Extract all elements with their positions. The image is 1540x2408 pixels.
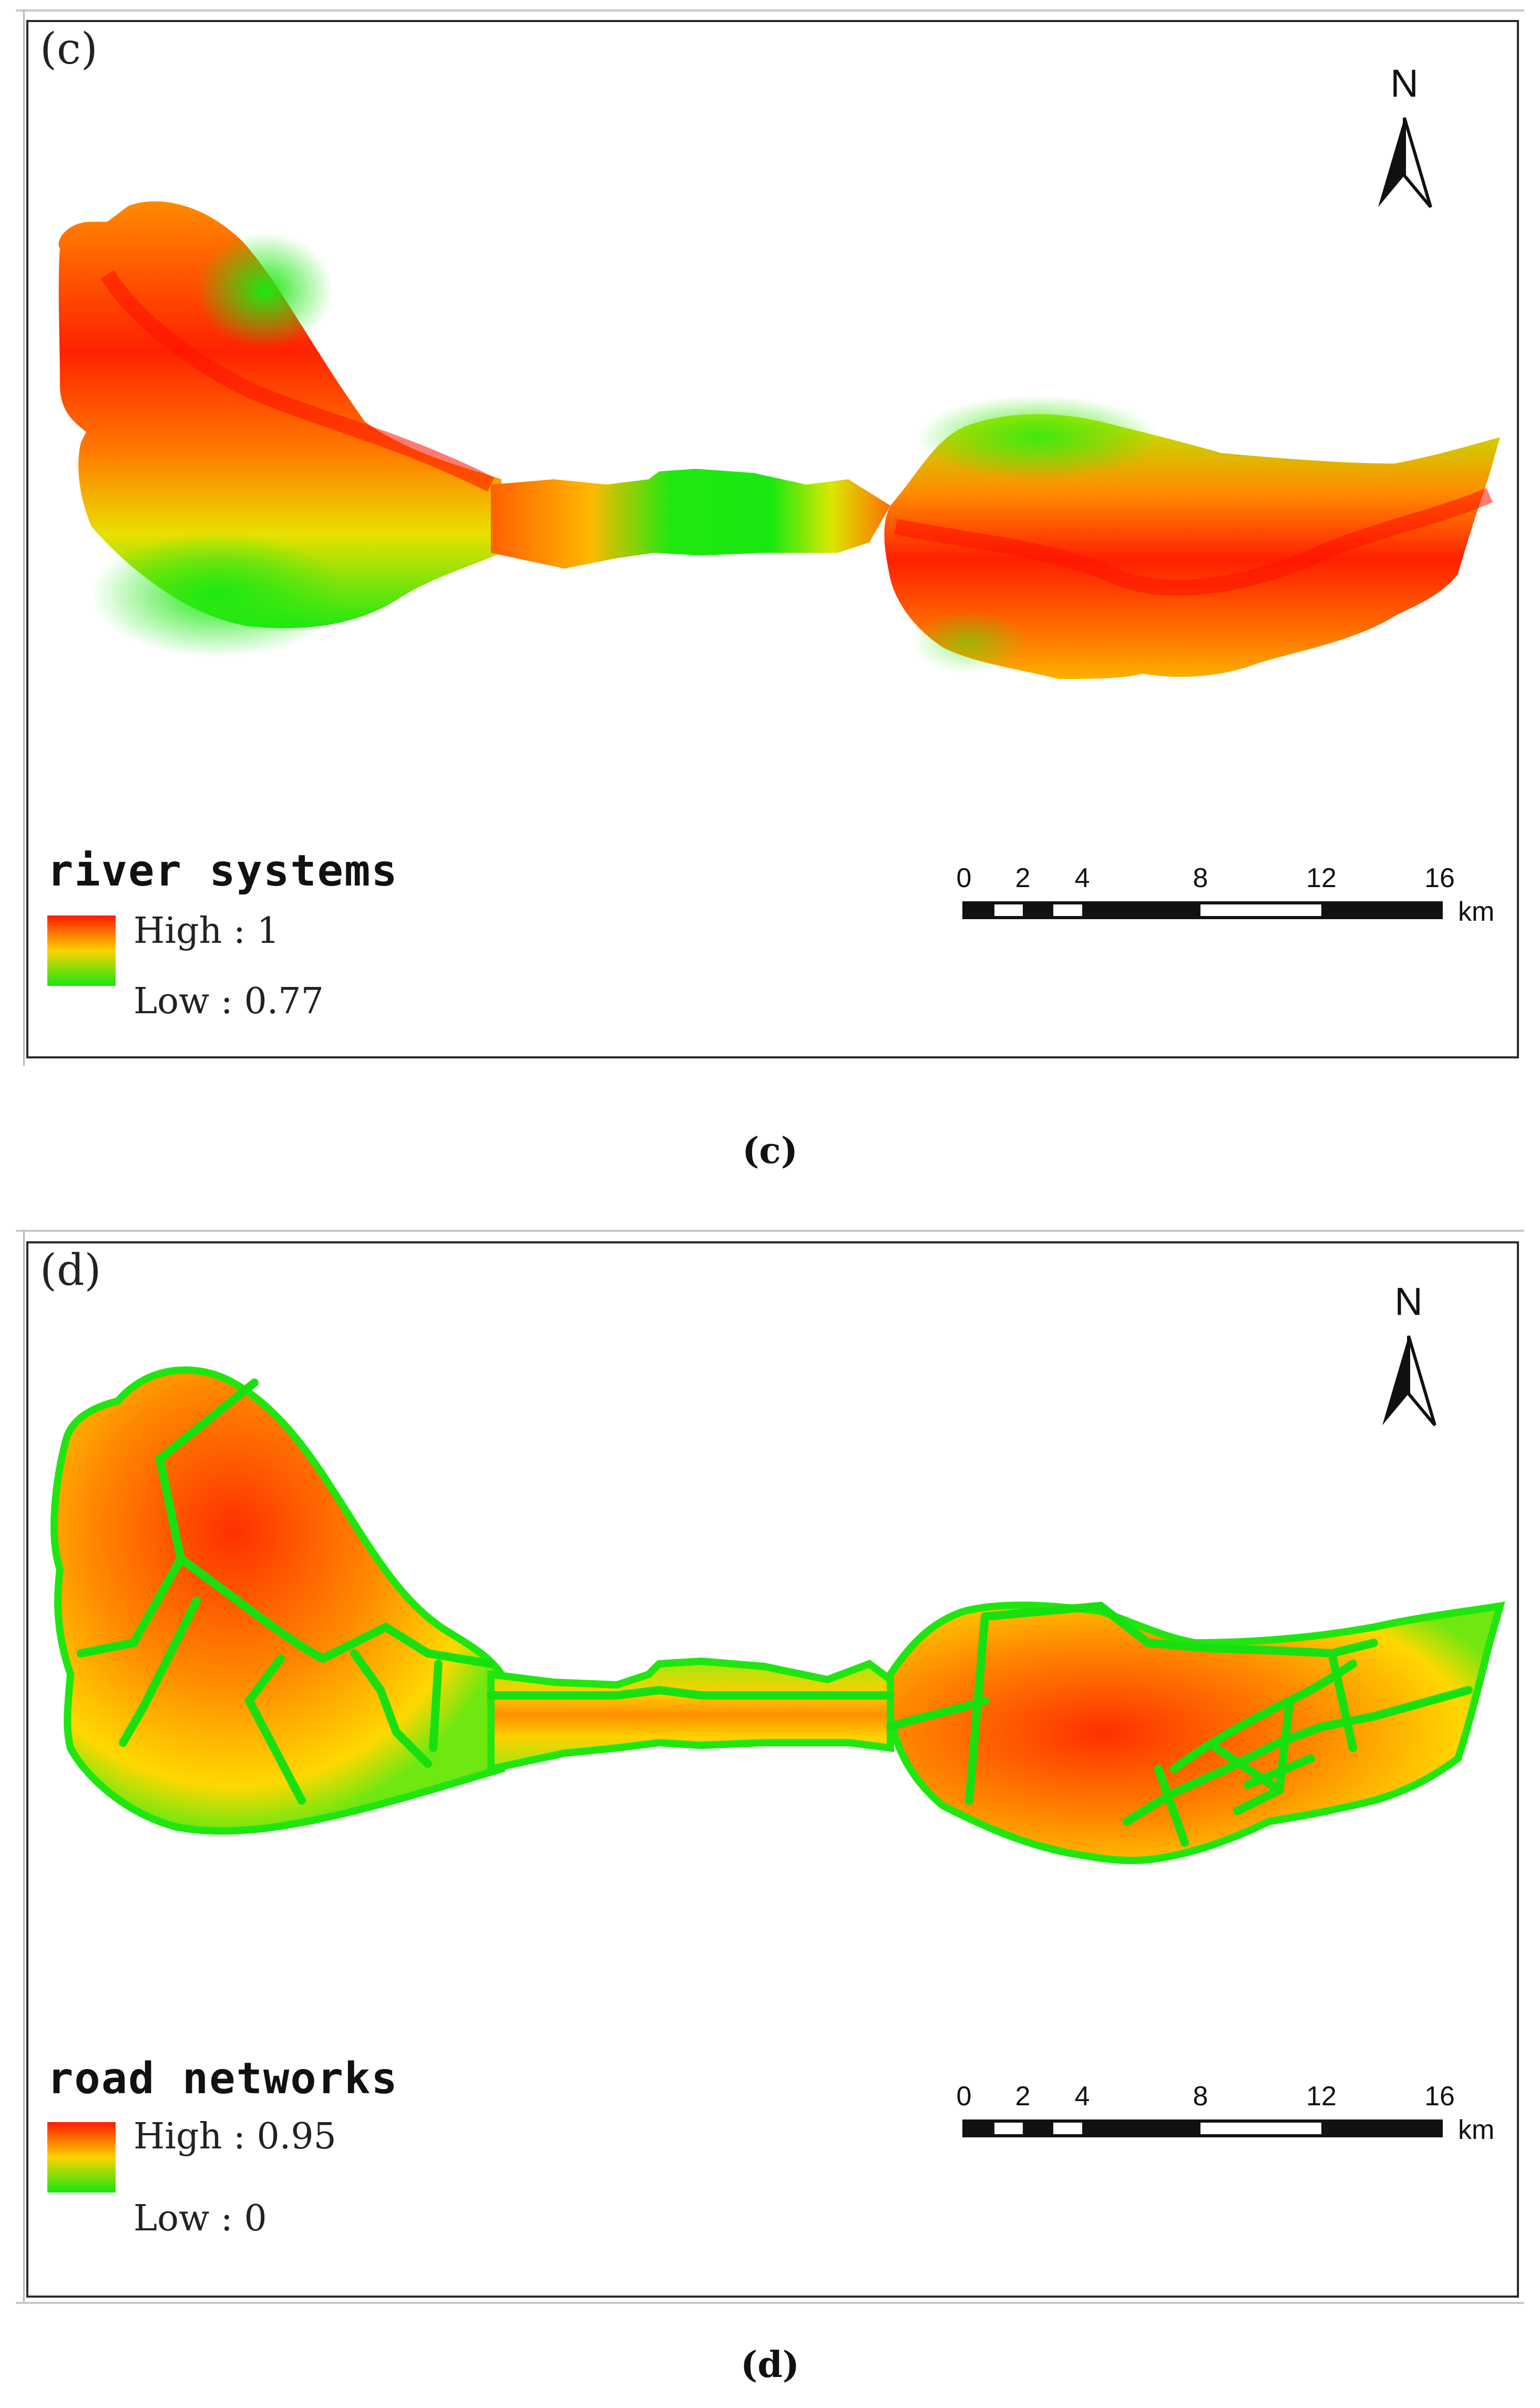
middle-divider <box>16 1230 1524 1232</box>
scale-tick-2: 2 <box>1015 2081 1031 2112</box>
bottom-divider <box>16 2302 1524 2304</box>
legend-low-label: Low : 0.77 <box>134 981 324 1022</box>
legend-high-label: High : 1 <box>134 910 280 952</box>
scale-tick-12: 12 <box>1306 863 1337 893</box>
scale-bar: 0 2 4 8 12 16 km <box>957 863 1495 927</box>
scale-tick-4: 4 <box>1075 2081 1090 2112</box>
scale-tick-0: 0 <box>957 2081 972 2112</box>
river-systems-raster <box>58 201 1500 679</box>
scale-tick-12: 12 <box>1306 2081 1337 2112</box>
panel-d-label: (d) <box>40 1246 101 1295</box>
legend-color-ramp <box>47 2122 116 2193</box>
map-panel-d: (d) <box>26 1241 1519 2298</box>
map-panel-c: (c) <box>26 20 1519 1058</box>
road-networks-raster <box>50 1366 1505 1865</box>
legend-low-label: Low : 0 <box>134 2198 267 2239</box>
north-label: N <box>1390 61 1418 105</box>
top-divider <box>16 9 1524 12</box>
scale-unit: km <box>1458 2115 1494 2145</box>
scale-bar: 0 2 4 8 12 16 km <box>957 2081 1495 2145</box>
north-arrow-icon: N <box>1382 1280 1436 1426</box>
panel-c-label: (c) <box>40 24 98 74</box>
legend-title: road networks <box>47 2054 398 2104</box>
panel-c-side-line <box>23 9 25 1066</box>
legend-high-label: High : 0.95 <box>134 2116 336 2157</box>
scale-tick-8: 8 <box>1193 863 1208 893</box>
north-label: N <box>1394 1280 1422 1323</box>
scale-tick-2: 2 <box>1015 863 1031 893</box>
scale-tick-16: 16 <box>1424 2081 1455 2112</box>
scale-tick-4: 4 <box>1075 863 1090 893</box>
caption-c: (c) <box>742 1130 798 1172</box>
scale-tick-0: 0 <box>957 863 972 893</box>
legend-color-ramp <box>47 915 116 986</box>
caption-d: (d) <box>741 2344 799 2386</box>
north-arrow-icon: N <box>1378 61 1432 208</box>
panel-d-side-line <box>23 1230 25 2302</box>
scale-unit: km <box>1458 897 1494 927</box>
scale-tick-8: 8 <box>1193 2081 1208 2112</box>
legend-title: river systems <box>47 846 398 896</box>
scale-tick-16: 16 <box>1424 863 1455 893</box>
